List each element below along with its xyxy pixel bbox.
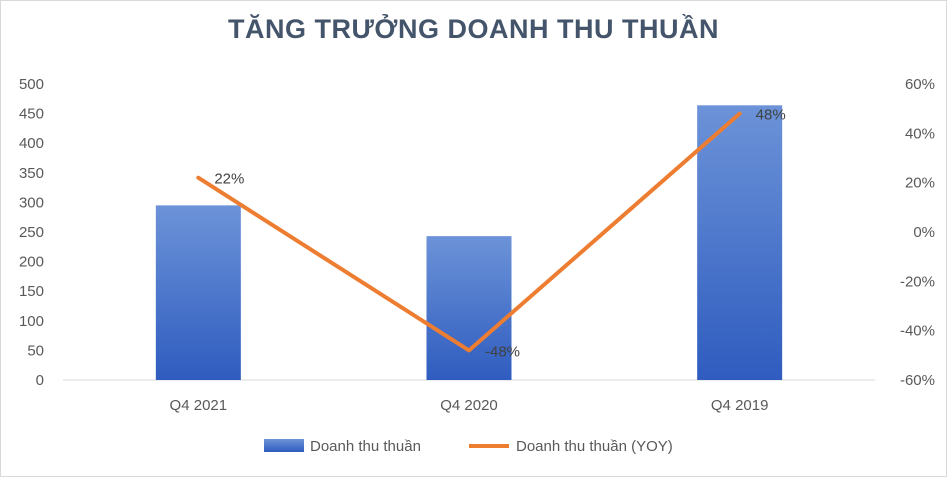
bar-q4-2019 (697, 105, 783, 380)
left-tick-label: 100 (19, 313, 44, 330)
left-tick-label: 200 (19, 254, 44, 271)
yoy-data-label: -48% (485, 343, 520, 360)
right-tick-label: 60% (905, 76, 935, 93)
right-tick-label: 0% (913, 224, 935, 241)
left-tick-label: 350 (19, 165, 44, 182)
yoy-data-label: 22% (214, 171, 244, 188)
right-tick-label: 20% (905, 175, 935, 192)
category-label: Q4 2021 (170, 397, 228, 414)
left-tick-label: 400 (19, 135, 44, 152)
left-tick-label: 250 (19, 224, 44, 241)
legend: Doanh thu thuần Doanh thu thuần (YOY) (264, 438, 673, 455)
bar-series (155, 105, 783, 380)
left-tick-label: 50 (27, 342, 44, 359)
left-tick-label: 300 (19, 194, 44, 211)
left-tick-label: 500 (19, 76, 44, 93)
line-series: 22% -48% 48% (196, 107, 786, 360)
left-tick-label: 0 (36, 372, 44, 389)
left-axis: 0 50 100 150 200 250 300 350 400 450 500 (19, 76, 44, 389)
left-tick-label: 450 (19, 106, 44, 123)
yoy-data-label: 48% (756, 107, 786, 124)
right-axis: -60% -40% -20% 0% 20% 40% 60% (900, 76, 935, 389)
category-axis: Q4 2021 Q4 2020 Q4 2019 (170, 397, 769, 414)
right-tick-label: -40% (900, 323, 935, 340)
right-tick-label: -60% (900, 372, 935, 389)
chart-title: TĂNG TRƯỞNG DOANH THU THUẦN (228, 14, 719, 44)
bar-q4-2020 (426, 236, 512, 380)
right-tick-label: 40% (905, 125, 935, 142)
category-label: Q4 2019 (711, 397, 769, 414)
legend-label-line: Doanh thu thuần (YOY) (516, 438, 673, 455)
left-tick-label: 150 (19, 283, 44, 300)
right-tick-label: -20% (900, 273, 935, 290)
category-label: Q4 2020 (440, 397, 498, 414)
legend-label-bar: Doanh thu thuần (310, 438, 421, 455)
legend-swatch-bar (264, 439, 304, 452)
bar-q4-2021 (155, 205, 241, 380)
